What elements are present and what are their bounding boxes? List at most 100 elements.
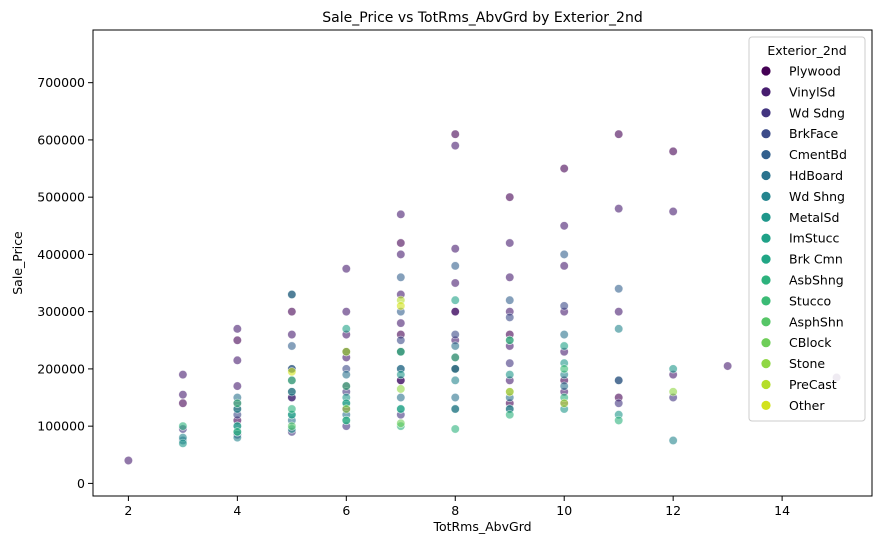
legend-entry-label: Plywood (789, 64, 841, 79)
data-point (505, 387, 515, 397)
legend-title: Exterior_2nd (767, 43, 846, 58)
legend-entry-label: Stone (789, 356, 825, 371)
data-point (396, 272, 406, 282)
x-tick-label: 4 (233, 503, 241, 518)
data-point (450, 330, 460, 340)
data-point (396, 335, 406, 345)
x-axis: 2 4 6 8 10 12 14 (124, 496, 790, 518)
legend-entry-label: AsphShn (789, 314, 844, 329)
data-points (123, 129, 842, 466)
legend-marker (761, 296, 771, 306)
data-point (505, 238, 515, 248)
legend-box (748, 36, 866, 422)
data-point (341, 307, 351, 317)
data-point (287, 375, 297, 385)
legend-entry-label: Wd Sdng (789, 105, 845, 120)
data-point (341, 415, 351, 425)
data-point (668, 206, 678, 216)
data-point (232, 398, 242, 408)
data-point (559, 301, 569, 311)
legend-marker (761, 66, 771, 76)
data-point (450, 364, 460, 374)
y-tick-label: 300000 (37, 304, 85, 319)
data-point (341, 370, 351, 380)
data-point (614, 204, 624, 214)
data-point (287, 421, 297, 431)
data-point (396, 238, 406, 248)
data-point (287, 341, 297, 351)
x-tick-label: 14 (774, 503, 790, 518)
legend-marker (761, 254, 771, 264)
data-point (614, 324, 624, 334)
legend-entry-label: PreCast (789, 377, 837, 392)
data-point (178, 390, 188, 400)
data-point (450, 141, 460, 151)
y-axis-label: Sale_Price (10, 231, 25, 295)
legend-marker (761, 400, 771, 410)
legend-entry-label: ImStucc (789, 231, 839, 246)
data-point (287, 289, 297, 299)
legend-entry-label: Other (789, 398, 825, 413)
legend-entry-label: Wd Shng (789, 189, 845, 204)
plot-background (93, 30, 872, 496)
legend-marker (761, 108, 771, 118)
data-point (723, 361, 733, 371)
data-point (178, 398, 188, 408)
data-point (341, 324, 351, 334)
data-point (668, 364, 678, 374)
x-axis-label: TotRms_AbvGrd (432, 519, 531, 534)
legend-marker (761, 170, 771, 181)
legend-entry-label: Stucco (789, 293, 831, 308)
data-point (287, 404, 297, 414)
data-point (559, 364, 569, 374)
data-point (614, 398, 624, 408)
data-point (559, 398, 569, 408)
data-point (450, 375, 460, 385)
data-point (559, 164, 569, 174)
data-point (505, 410, 515, 420)
data-point (450, 352, 460, 362)
data-point (614, 284, 624, 294)
x-tick-label: 10 (556, 503, 572, 518)
y-tick-label: 100000 (37, 419, 85, 434)
data-point (559, 221, 569, 231)
data-point (450, 278, 460, 288)
data-point (287, 330, 297, 340)
data-point (559, 341, 569, 351)
data-point (505, 335, 515, 345)
y-tick-label: 700000 (37, 75, 85, 90)
data-point (450, 261, 460, 271)
data-point (505, 272, 515, 282)
legend-marker (761, 379, 771, 390)
legend: Exterior_2nd Plywood VinylSd Wd Sdng BrkFac… (748, 36, 866, 422)
legend-entry-label: CmentBd (789, 147, 847, 162)
data-point (396, 318, 406, 328)
data-point (396, 393, 406, 403)
legend-marker (761, 212, 771, 222)
y-tick-label: 200000 (37, 361, 85, 376)
data-point (287, 367, 297, 377)
data-point (396, 347, 406, 357)
data-point (614, 307, 624, 317)
chart-title: Sale_Price vs TotRms_AbvGrd by Exterior_… (322, 10, 642, 26)
data-point (287, 387, 297, 397)
data-point (341, 404, 351, 414)
legend-entry-label: MetalSd (789, 210, 839, 225)
data-point (614, 415, 624, 425)
legend-marker (761, 317, 771, 327)
data-point (396, 404, 406, 414)
data-point (396, 301, 406, 311)
y-tick-label: 400000 (37, 247, 85, 262)
legend-marker (761, 191, 771, 201)
data-point (450, 341, 460, 351)
legend-marker (761, 359, 771, 369)
data-point (505, 192, 515, 202)
data-point (178, 370, 188, 380)
data-point (396, 249, 406, 259)
data-point (559, 261, 569, 271)
x-tick-label: 12 (665, 503, 681, 518)
legend-marker (761, 233, 771, 243)
data-point (450, 404, 460, 414)
data-point (450, 129, 460, 139)
data-point (668, 435, 678, 445)
